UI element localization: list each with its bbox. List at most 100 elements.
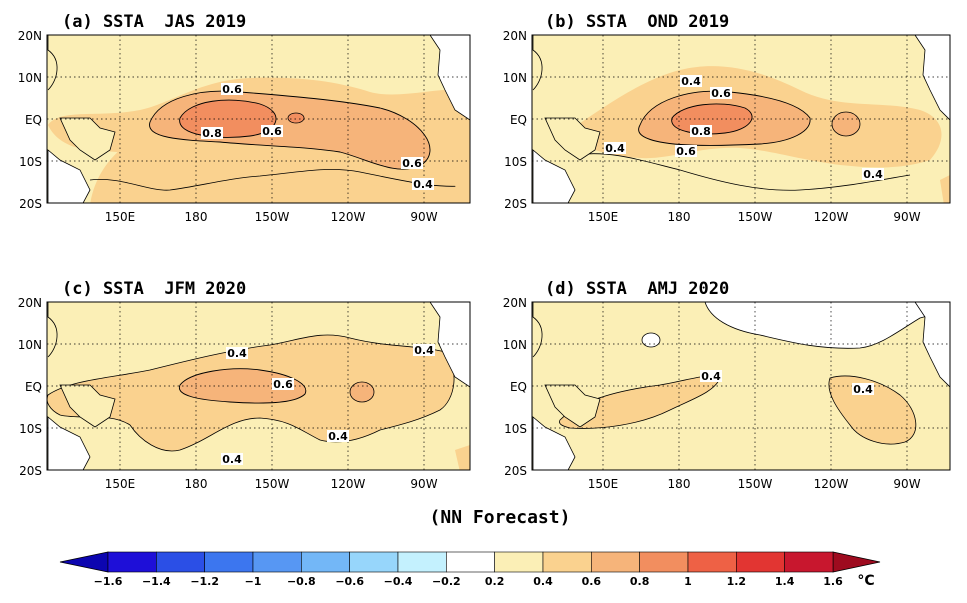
contour-label: 0.6 [262,125,282,138]
contour-label: 0.4 [227,347,247,360]
panel-d-map [532,302,950,470]
panel-d-lon-labels: 150E 180 150W 120W 90W [588,477,921,491]
colorbar-tick-label: 1 [684,575,692,588]
lat-label: 20S [19,464,42,478]
panel-a-contour-labels: 0.6 0.8 0.6 0.6 0.4 [201,83,434,191]
panel-b-lat-labels: 20N 10N EQ 10S 20S [503,29,527,211]
panel-d-title: (d) SSTA AMJ 2020 [545,279,729,299]
contour-label: 0.6 [222,83,242,96]
panel-b-map [532,35,950,203]
colorbar-cell [204,551,254,573]
panel-b-0.4-contour [574,153,911,191]
contour-label: 0.6 [676,145,696,158]
panel-d-gridlines [532,302,950,470]
panel-b: (b) SSTA OND 2019 0.4 0.6 0.8 0.6 0.4 0.… [503,12,951,224]
lon-label: 150E [588,210,619,224]
colorbar-tick-label: −1.2 [190,575,219,588]
panel-c-americas [429,302,470,388]
panel-c-title: (c) SSTA JFM 2020 [62,279,246,299]
panel-c-map [47,302,470,470]
panel-b-lon-labels: 150E 180 150W 120W 90W [588,210,921,224]
contour-label: 0.8 [202,127,222,140]
lat-label: 20N [503,29,527,43]
lon-label: 150W [738,210,773,224]
panel-c-lon-labels: 150E 180 150W 120W 90W [105,477,438,491]
colorbar-cells [107,551,834,573]
panel-a: (a) SSTA JAS 2019 0.6 0.8 0.6 0.6 0.4 20… [18,12,471,224]
panel-a-australia [47,149,91,203]
contour-label: 0.6 [402,157,422,170]
lon-label: 180 [668,477,691,491]
lon-label: 120W [331,210,366,224]
panel-a-lon-labels: 150E 180 150W 120W 90W [105,210,438,224]
panel-c-sa-coast-warm [455,445,470,470]
lon-label: 180 [668,210,691,224]
contour-label: 0.4 [863,168,883,181]
panel-a-asia-coast [47,35,58,91]
lon-label: 150W [255,477,290,491]
contour-label: 0.4 [328,430,348,443]
panel-c: (c) SSTA JFM 2020 0.4 0.6 0.4 0.4 0.4 20… [18,279,471,491]
panel-c-frame [46,301,471,471]
panel-c-asia-coast [47,302,58,358]
colorbar-tick-labels: −1.6 −1.4 −1.2 −1 −0.8 −0.6 −0.4 −0.2 0.2 0.4 0.6 0… [94,575,843,588]
colorbar-tick-label: −0.8 [287,575,316,588]
contour-label: 0.4 [701,370,721,383]
panel-c-new-guinea [59,384,116,428]
lat-label: 10S [504,422,527,436]
lat-label: EQ [25,113,42,127]
lon-label: 180 [185,477,208,491]
colorbar-tick-label: 0.6 [582,575,602,588]
panel-b-contour-labels: 0.4 0.6 0.8 0.6 0.4 0.4 [604,75,884,181]
lon-label: 120W [814,477,849,491]
panel-a-lat-labels: 20N 10N EQ 10S 20S [18,29,42,211]
colorbar-tick-label: 1.6 [823,575,843,588]
panel-c-australia [47,416,91,470]
panel-d-contour-labels: 0.4 0.4 [700,370,874,396]
lat-label: 10S [504,155,527,169]
colorbar-low-arrow [59,551,109,573]
panel-a-frame [46,34,471,204]
colorbar-unit: °C [857,573,874,589]
lon-label: 150E [105,210,136,224]
panel-d-australia [532,416,576,470]
panel-d-lat-labels: 20N 10N EQ 10S 20S [503,296,527,478]
figure-caption: (NN Forecast) [430,507,571,528]
colorbar-cell [784,551,834,573]
colorbar-cell [494,551,544,573]
panel-a-gridlines [47,35,470,203]
colorbar-cell [542,551,592,573]
colorbar-tick-label: −1 [245,575,262,588]
contour-label: 0.8 [691,125,711,138]
panel-d-east-0.4-contour [828,375,917,445]
colorbar-tick-label: 0.8 [630,575,650,588]
lat-label: 20S [19,197,42,211]
panel-b-east-0.6-contour [831,111,861,137]
lon-label: 90W [410,477,437,491]
panel-a-americas [429,35,470,121]
panel-b-title: (b) SSTA OND 2019 [545,12,729,32]
lat-label: 10S [19,422,42,436]
panel-c-0.6-contour [178,368,307,404]
lat-label: 10N [503,338,527,352]
lat-label: EQ [510,380,527,394]
panel-b-americas [914,35,950,121]
lon-label: 90W [410,210,437,224]
panel-c-east-0.6-contour [349,381,375,403]
colorbar-tick-label: 0.2 [485,575,505,588]
colorbar-tick-label: 0.4 [533,575,553,588]
lon-label: 120W [331,477,366,491]
colorbar: −1.6 −1.4 −1.2 −1 −0.8 −0.6 −0.4 −0.2 0.2 0.4 0.6 0… [59,551,881,589]
colorbar-tick-label: −0.6 [335,575,364,588]
contour-label: 0.4 [414,344,434,357]
panel-a-map [47,35,470,203]
colorbar-cell [446,551,495,573]
panel-b-asia-coast [532,35,543,91]
panel-b-frame [531,34,951,204]
colorbar-cell [397,551,447,573]
panel-d-asia-coast [532,302,543,358]
lon-label: 90W [893,210,920,224]
panel-d-west-0.4-contour [559,375,721,429]
contour-label: 0.4 [605,142,625,155]
panel-a-new-guinea [59,117,116,161]
